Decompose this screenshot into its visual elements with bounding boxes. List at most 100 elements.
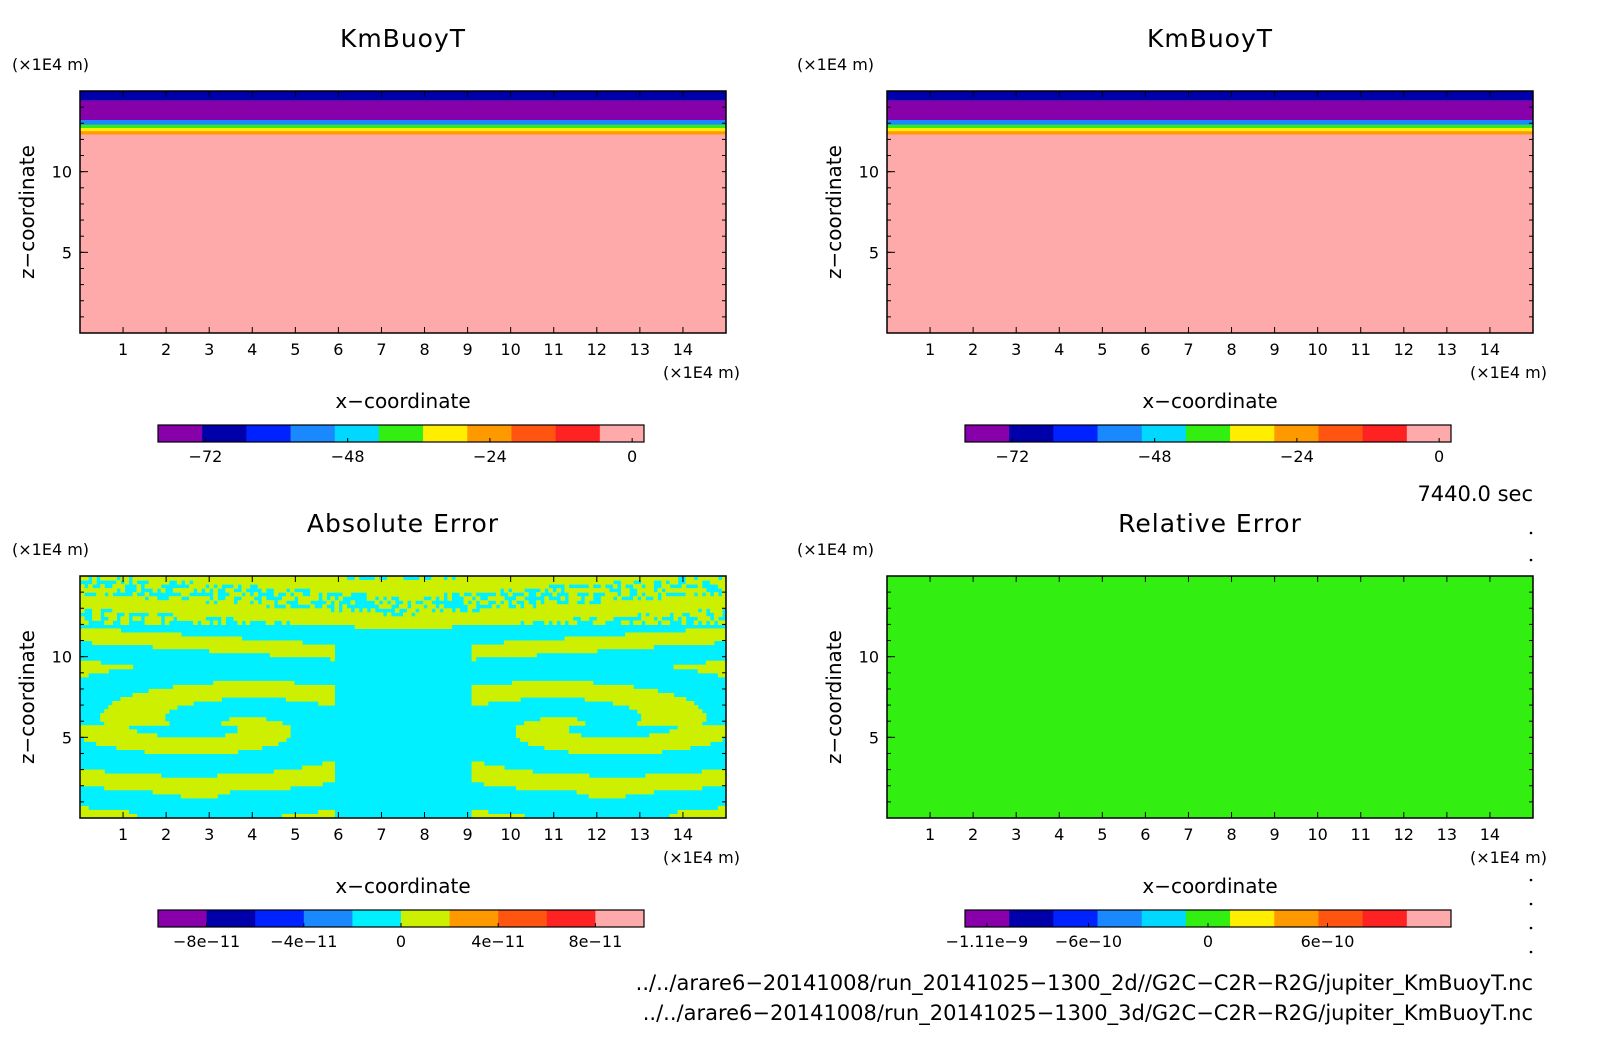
upper-layer-band (80, 131, 726, 135)
field-contour (1492, 620, 1502, 625)
field-contour (471, 656, 477, 662)
field-contour (1448, 224, 1510, 229)
field-contour (1323, 729, 1328, 734)
colorbar-swatch (334, 425, 380, 442)
field-contour (1266, 608, 1276, 613)
field-contour (1040, 749, 1045, 754)
field-contour (903, 644, 908, 650)
field-contour (1327, 668, 1332, 674)
field-contour (1076, 749, 1082, 754)
field-contour (1173, 668, 1179, 674)
field-contour (80, 288, 146, 294)
field-contour (1226, 592, 1239, 597)
field-contour (1153, 648, 1159, 654)
field-contour (1282, 652, 1288, 658)
field-contour (176, 616, 206, 621)
field-contour (540, 717, 578, 722)
field-contour (1012, 584, 1017, 589)
field-contour (568, 600, 578, 605)
field-contour (1520, 640, 1526, 646)
field-contour (1294, 814, 1300, 818)
field-contour (907, 155, 1102, 161)
field-contour (532, 256, 707, 261)
field-contour (911, 616, 916, 621)
field-contour (1072, 580, 1078, 585)
field-contour (1141, 596, 1146, 601)
field-contour (669, 580, 679, 585)
field-contour (1383, 620, 1389, 625)
field-contour (80, 324, 121, 330)
field-contour (1189, 632, 1199, 638)
field-contour (887, 284, 904, 290)
x-tick-label: 9 (1270, 825, 1280, 844)
field-contour (947, 588, 961, 593)
field-contour (637, 588, 654, 593)
field-contour (100, 584, 105, 589)
field-contour (1206, 616, 1211, 621)
field-contour (1415, 576, 1425, 581)
field-contour (1266, 632, 1276, 638)
field-contour (983, 600, 989, 605)
field-contour (939, 652, 949, 658)
field-contour (1294, 713, 1300, 718)
field-contour (907, 632, 912, 638)
field-contour (1117, 600, 1130, 605)
field-contour (1197, 588, 1203, 593)
field-contour (1387, 721, 1393, 726)
field-contour (621, 588, 630, 593)
field-contour (943, 600, 953, 605)
colorbar-tick-label: 0 (1203, 932, 1213, 951)
field-contour (1411, 608, 1421, 613)
field-contour (1516, 616, 1522, 621)
field-contour (116, 216, 190, 221)
field-contour (92, 608, 101, 613)
field-contour (1084, 608, 1090, 613)
field-contour (475, 199, 630, 205)
field-contour (1436, 588, 1441, 593)
field-contour (1060, 664, 1066, 670)
field-contour (1512, 656, 1518, 662)
colorbar-tick-label: −1.11e−9 (946, 932, 1028, 951)
field-contour (144, 749, 239, 754)
field-contour (1218, 644, 1231, 650)
field-contour (1084, 167, 1142, 173)
field-contour (685, 592, 695, 597)
field-contour (1197, 596, 1207, 601)
field-contour (1306, 592, 1316, 597)
field-contour (1117, 664, 1122, 670)
field-contour (1529, 636, 1533, 642)
field-contour (1076, 592, 1082, 597)
field-contour (1040, 660, 1045, 666)
field-contour (1210, 576, 1215, 581)
field-contour (1004, 680, 1009, 686)
field-contour (1092, 632, 1098, 638)
colorbar-tick-label: −72 (996, 447, 1030, 466)
field-contour (1044, 705, 1050, 710)
field-contour (1125, 592, 1130, 597)
field-contour (1524, 664, 1530, 670)
field-contour (1072, 624, 1082, 629)
field-contour (1214, 600, 1219, 605)
field-contour (1492, 717, 1498, 722)
field-contour (1206, 608, 1215, 613)
field-contour (116, 580, 121, 585)
field-contour (370, 608, 376, 613)
field-contour (447, 596, 452, 601)
field-contour (963, 600, 973, 605)
field-contour (80, 604, 267, 609)
field-contour (1448, 757, 1453, 763)
field-contour (1286, 624, 1292, 629)
field-contour (584, 697, 687, 702)
field-contour (685, 580, 703, 585)
field-contour (1428, 664, 1433, 670)
field-contour (685, 324, 726, 330)
field-contour (1310, 608, 1316, 613)
field-contour (1060, 713, 1066, 718)
field-contour (935, 668, 945, 674)
field-contour (1141, 737, 1146, 742)
x-tick-label: 3 (204, 825, 214, 844)
field-contour (1169, 640, 1187, 646)
field-contour (225, 195, 283, 201)
field-contour (947, 576, 957, 581)
field-contour (1028, 632, 1033, 638)
